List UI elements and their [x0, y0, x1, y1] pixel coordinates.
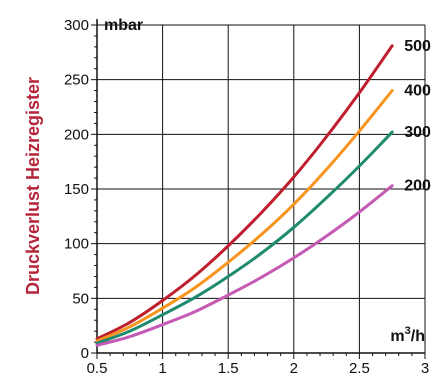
- y-tick-label: 50: [72, 290, 89, 307]
- series-label-400: 400: [404, 83, 431, 100]
- series-lines: [95, 44, 394, 347]
- x-tick-label: 1.5: [218, 360, 239, 377]
- x-tick-label: 2: [290, 360, 298, 377]
- x-tick-label: 2.5: [349, 360, 370, 377]
- y-axis-title: Druckverlust Heizregister: [23, 77, 43, 295]
- grid: [97, 24, 426, 353]
- series-labels: 500 400 300 200: [404, 38, 431, 195]
- y-tick-labels: 0 50 100 150 200 250 300: [64, 17, 89, 362]
- series-label-200: 200: [404, 178, 431, 195]
- series-line-300: [95, 130, 394, 345]
- y-tick-label: 150: [64, 181, 89, 198]
- y-tick-label: 200: [64, 126, 89, 143]
- series-line-400: [95, 89, 394, 343]
- x-tick-label: 3: [421, 360, 429, 377]
- x-unit-label: m3/h: [390, 325, 425, 345]
- y-tick-label: 100: [64, 236, 89, 253]
- y-unit-label: mbar: [104, 17, 143, 34]
- series-line-200: [95, 184, 394, 347]
- y-tick-label: 300: [64, 17, 89, 34]
- x-tick-labels: 0.5 1 1.5 2 2.5 3: [87, 360, 430, 377]
- y-tick-label: 0: [81, 345, 89, 362]
- x-tick-label: 1: [158, 360, 166, 377]
- x-tick-label: 0.5: [87, 360, 108, 377]
- y-tick-label: 250: [64, 72, 89, 89]
- series-label-300: 300: [404, 124, 431, 141]
- axes: [91, 19, 426, 359]
- series-label-500: 500: [404, 38, 431, 55]
- series-line-500: [95, 44, 394, 341]
